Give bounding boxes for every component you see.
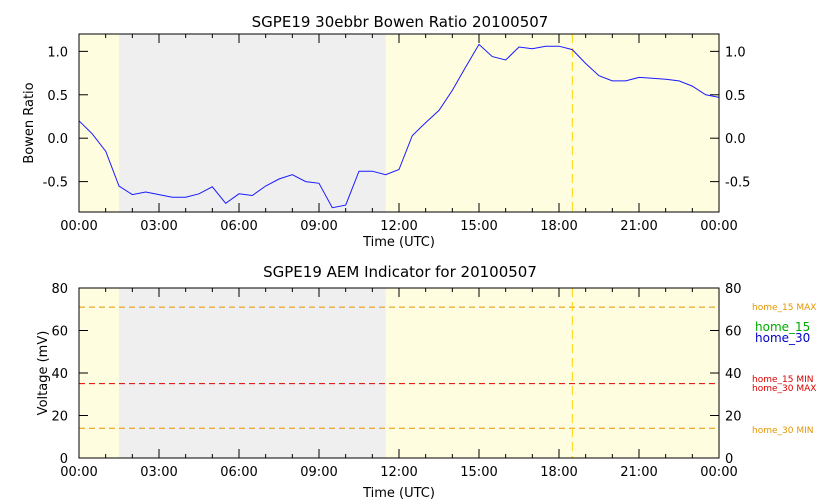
y-tick-label-left: 0: [60, 452, 68, 467]
x-tick-label: 18:00: [540, 219, 577, 234]
x-tick-label: 15:00: [460, 465, 497, 480]
y-tick-label-right: 40: [725, 367, 742, 382]
y-tick-label-left: 80: [51, 282, 68, 297]
x-tick-label: 03:00: [140, 465, 177, 480]
aem-indicator-panel: SGPE19 AEM Indicator for 20100507 00:00 0…: [36, 263, 816, 500]
panel-1-plot-frame: [78, 33, 720, 213]
panel-1-x-axis-label: Time (UTC): [362, 235, 435, 250]
y-tick-label-right: 20: [725, 410, 742, 425]
x-tick-label: 00:00: [60, 219, 97, 234]
panel-2-y-axis-label: Voltage (mV): [36, 331, 51, 416]
y-tick-label-right: 60: [725, 325, 742, 340]
x-tick-label: 00:00: [700, 465, 737, 480]
y-tick-label-left: 40: [51, 367, 68, 382]
panel-2-night-shading: [119, 288, 386, 458]
legend-home30-min: home_30 MIN: [752, 426, 813, 436]
panel-2-plot-frame: [78, 287, 720, 459]
legend-home30-max: home_30 MAX: [752, 384, 816, 394]
bowen-ratio-series-line: [78, 43, 720, 209]
legend-home15-min: home_15 MIN: [752, 375, 813, 385]
panel-2-threshold-lines: [79, 306, 719, 429]
panel-2-y-ticks: 80 80 60 60 40 40 20 20 0 0: [51, 282, 741, 467]
x-tick-label: 15:00: [460, 219, 497, 234]
panel-1-night-shading: [119, 34, 386, 212]
panel-1-y-ticks: 1.0 1.0 0.5 0.5 0.0 0.0 -0.5 -0.5: [43, 45, 751, 190]
legend-home30: home_30: [755, 331, 810, 345]
legend-home15-max: home_15 MAX: [752, 303, 816, 313]
panel-1-y-axis-label: Bowen Ratio: [22, 82, 37, 163]
y-tick-label-right: -0.5: [725, 176, 750, 191]
x-tick-label: 12:00: [380, 465, 417, 480]
legend-home15: home_15: [755, 320, 810, 334]
panel-1-title: SGPE19 30ebbr Bowen Ratio 20100507: [252, 13, 549, 31]
panel-2-title: SGPE19 AEM Indicator for 20100507: [263, 263, 537, 281]
x-tick-label: 09:00: [300, 465, 337, 480]
x-tick-label: 21:00: [620, 465, 657, 480]
x-tick-label: 06:00: [220, 465, 257, 480]
y-tick-label-left: 0.5: [47, 89, 68, 104]
y-tick-label-left: -0.5: [43, 176, 68, 191]
x-tick-label: 03:00: [140, 219, 177, 234]
x-tick-label: 09:00: [300, 219, 337, 234]
panel-1-x-ticks: 00:00 03:00 06:00 09:00 12:00 15:00 18:00 21:00…: [60, 34, 738, 234]
y-tick-label-left: 20: [51, 410, 68, 425]
y-tick-label-left: 1.0: [47, 45, 68, 60]
y-tick-label-right: 80: [725, 282, 742, 297]
x-tick-label: 00:00: [700, 219, 737, 234]
y-tick-label-right: 0.0: [725, 132, 746, 147]
y-tick-label-right: 0: [725, 452, 733, 467]
y-tick-label-left: 0.0: [47, 132, 68, 147]
y-tick-label-left: 60: [51, 325, 68, 340]
bowen-ratio-panel: SGPE19 30ebbr Bowen Ratio 20100507 00:00…: [22, 13, 750, 250]
x-tick-label: 18:00: [540, 465, 577, 480]
y-tick-label-right: 0.5: [725, 89, 746, 104]
x-tick-label: 06:00: [220, 219, 257, 234]
x-tick-label: 12:00: [380, 219, 417, 234]
y-tick-label-right: 1.0: [725, 45, 746, 60]
x-tick-label: 21:00: [620, 219, 657, 234]
panel-2-x-axis-label: Time (UTC): [362, 486, 435, 500]
x-tick-label: 00:00: [60, 465, 97, 480]
